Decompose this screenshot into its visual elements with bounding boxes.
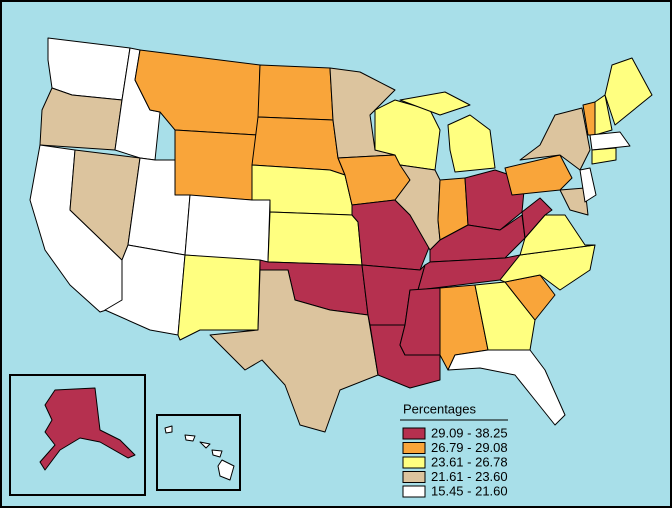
state: [559, 187, 589, 216]
state: [594, 94, 613, 136]
state: [39, 387, 136, 471]
state: [184, 194, 271, 263]
state: [174, 129, 259, 201]
legend-title: Percentages: [403, 401, 476, 416]
legend-swatch: [402, 427, 426, 440]
states: [29, 37, 653, 433]
state: [267, 211, 363, 266]
hawaii: [164, 425, 235, 481]
legend-label: 23.61 - 26.78: [431, 454, 508, 469]
state: [447, 114, 496, 173]
state: [604, 57, 653, 126]
state: [399, 91, 471, 116]
state: [474, 281, 536, 351]
legend-label: 21.61 - 23.60: [431, 469, 508, 484]
state: [447, 349, 566, 426]
legend-label: 15.45 - 21.60: [431, 483, 508, 498]
legend-swatch: [402, 442, 426, 454]
legend-swatch: [402, 471, 426, 483]
state: [217, 459, 235, 481]
state: [164, 425, 173, 434]
state: [211, 449, 223, 458]
state: [521, 197, 553, 239]
state: [257, 64, 334, 121]
legend-label: 26.79 - 29.08: [431, 440, 508, 455]
state: [579, 167, 597, 203]
legend-swatch: [402, 485, 426, 498]
state: [589, 131, 631, 151]
state: [199, 441, 211, 449]
state: [177, 254, 261, 341]
state: [184, 434, 196, 442]
state: [591, 147, 617, 165]
state: [519, 107, 591, 171]
legend-swatch: [402, 456, 426, 469]
legend-label: 29.09 - 38.25: [431, 425, 508, 440]
state: [504, 154, 573, 196]
state: [209, 269, 379, 433]
